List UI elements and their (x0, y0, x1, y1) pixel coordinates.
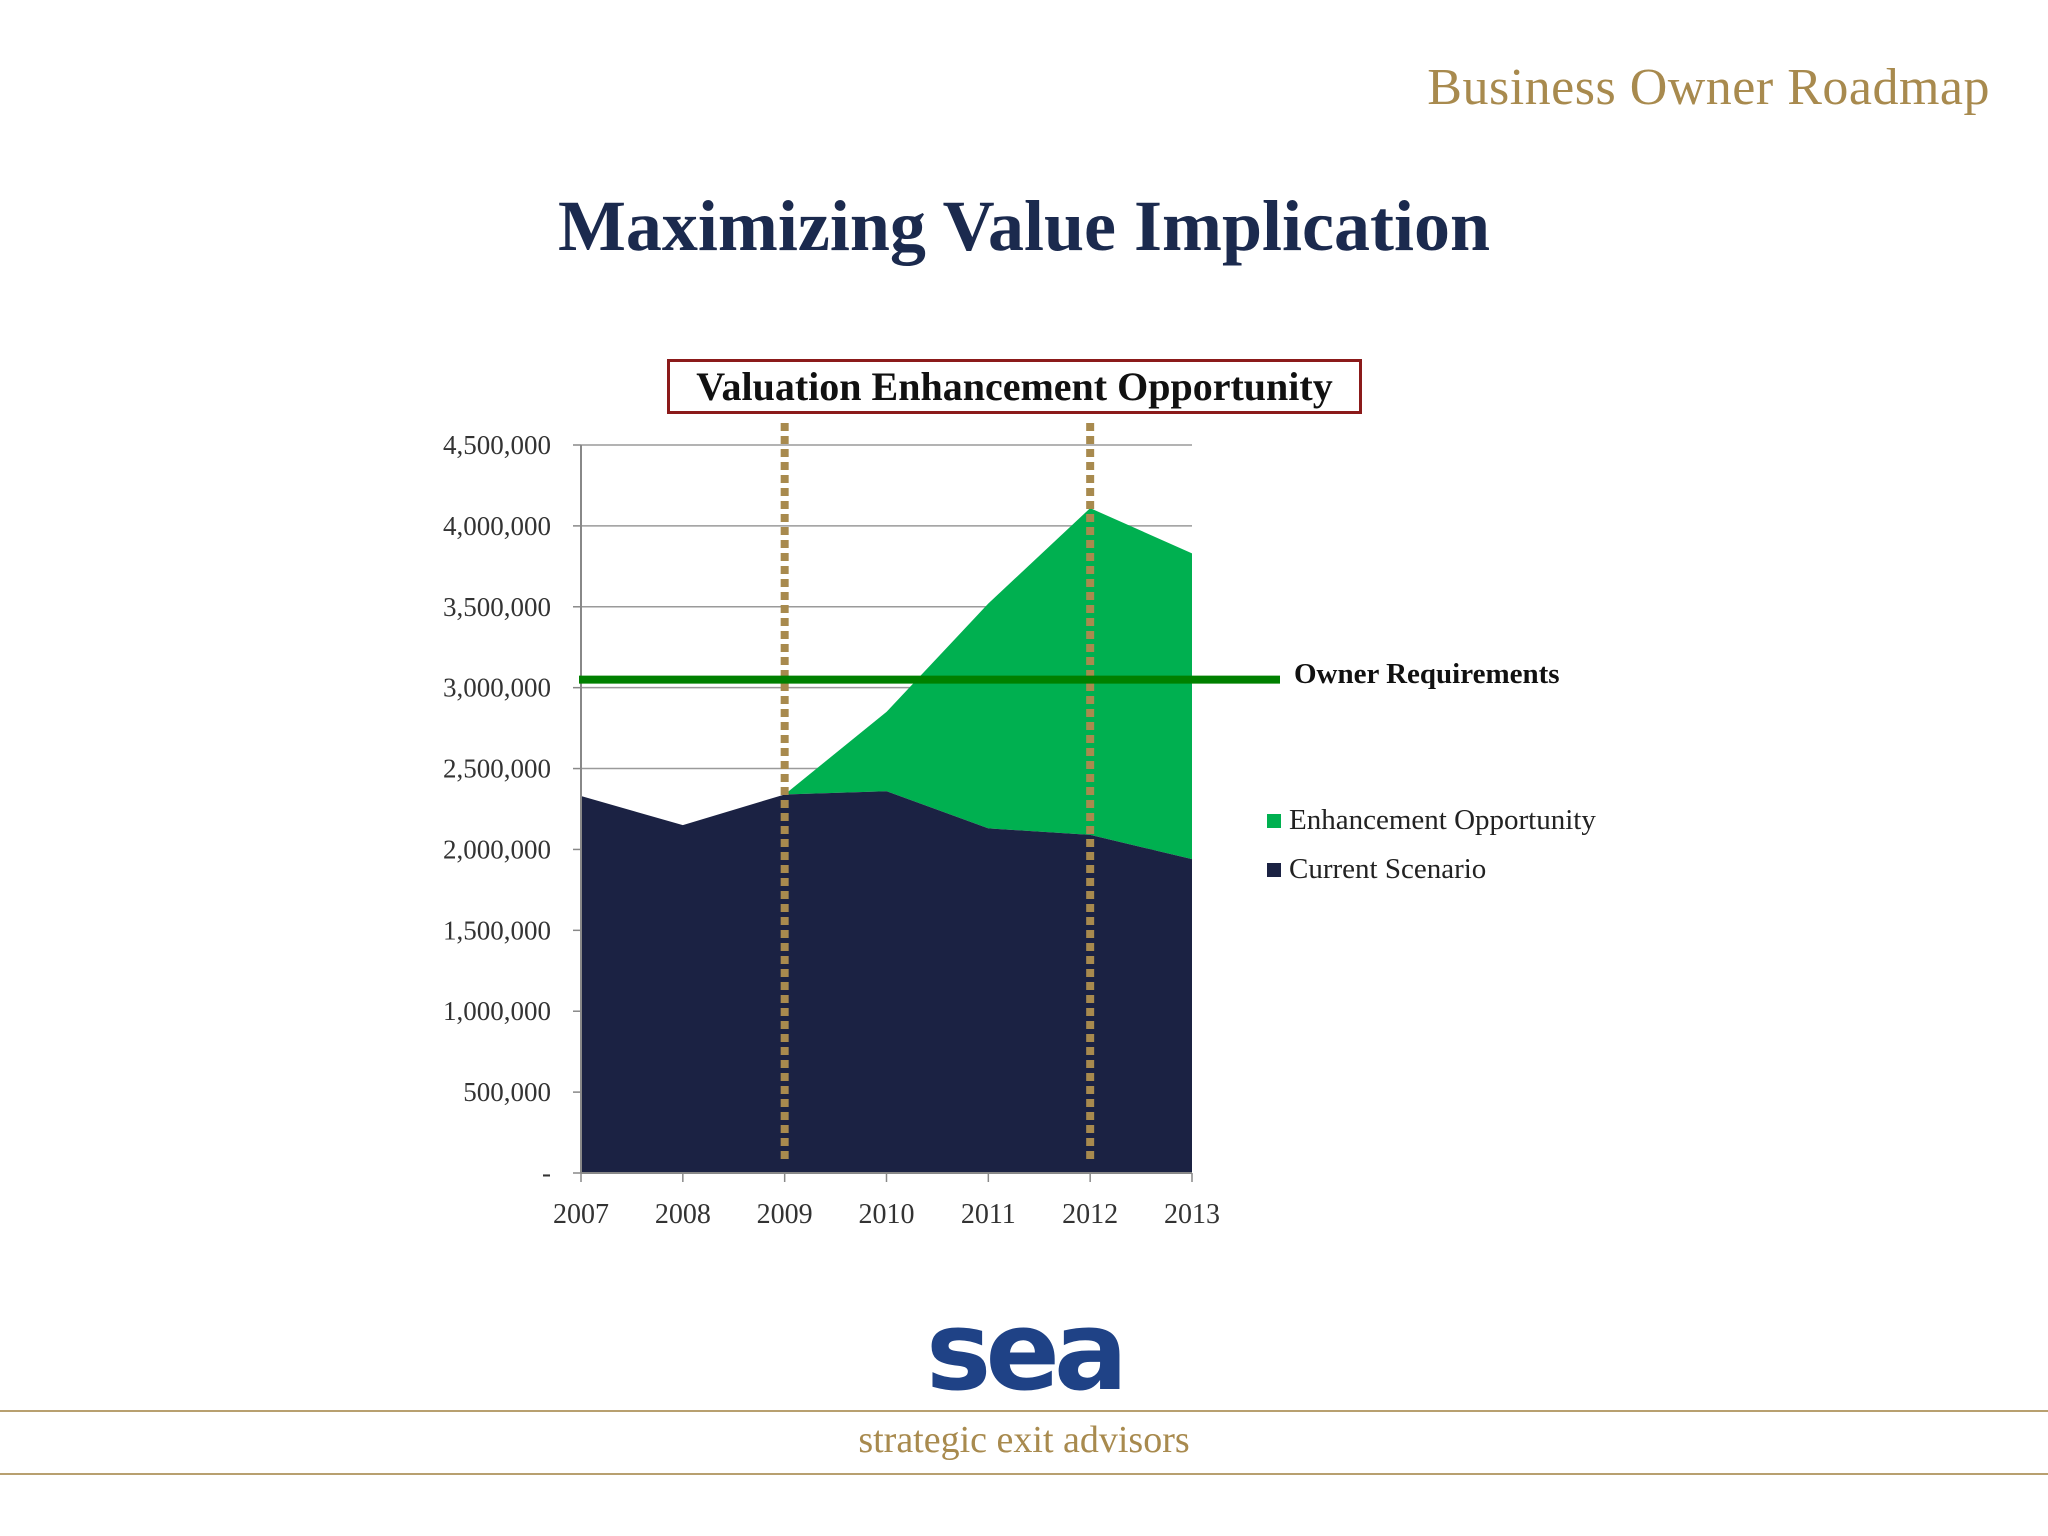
x-tick-label-2008: 2008 (655, 1199, 711, 1230)
y-tick-label-4: 2,000,000 (443, 834, 551, 864)
y-tick-label-9: 4,500,000 (443, 430, 551, 460)
footer-divider-top (0, 1410, 2048, 1412)
x-tick-label-2013: 2013 (1164, 1199, 1220, 1230)
footer-divider-bottom (0, 1473, 2048, 1475)
x-tick-label-2007: 2007 (553, 1199, 609, 1230)
slide-title: Maximizing Value Implication (557, 186, 1491, 266)
area-current-scenario (581, 791, 1192, 1173)
header-brand-title: Business Owner Roadmap (1427, 59, 1990, 116)
y-tick-label-6: 3,000,000 (443, 673, 551, 703)
y-tick-label-1: 500,000 (463, 1077, 551, 1107)
y-tick-label-3: 1,500,000 (443, 915, 551, 945)
chart-title: Valuation Enhancement Opportunity (667, 359, 1362, 414)
x-tick-label-2011: 2011 (961, 1199, 1016, 1230)
legend-item-current: Current Scenario (1267, 845, 1596, 894)
sea-logo: sea (925, 1287, 1128, 1415)
x-tick-label-2009: 2009 (757, 1199, 813, 1230)
y-tick-label-0: - (542, 1158, 551, 1188)
area-chart: - 500,000 1,000,000 1,500,000 2,000,000 2,500… (443, 423, 1280, 1230)
chart-legend: Enhancement Opportunity Current Scenario (1267, 796, 1596, 894)
legend-label-enhancement: Enhancement Opportunity (1289, 804, 1596, 836)
legend-item-enhancement: Enhancement Opportunity (1267, 796, 1596, 845)
x-tick-label-2010: 2010 (859, 1199, 915, 1230)
y-tick-label-2: 1,000,000 (443, 996, 551, 1026)
legend-label-current: Current Scenario (1289, 853, 1487, 885)
footer-tagline: strategic exit advisors (858, 1419, 1190, 1461)
owner-requirements-label: Owner Requirements (1294, 658, 1560, 690)
y-tick-label-8: 4,000,000 (443, 511, 551, 541)
legend-swatch-enhancement (1267, 813, 1281, 828)
y-tick-label-7: 3,500,000 (443, 592, 551, 622)
y-tick-label-5: 2,500,000 (443, 754, 551, 784)
area-enhancement-opportunity (581, 508, 1192, 860)
x-tick-label-2012: 2012 (1062, 1199, 1118, 1230)
legend-swatch-current (1267, 862, 1281, 877)
